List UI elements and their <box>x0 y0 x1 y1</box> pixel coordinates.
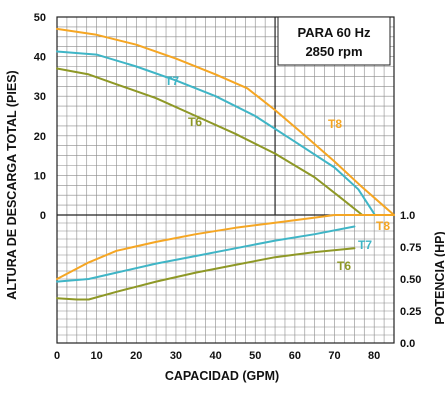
power-label-t6: T6 <box>337 259 351 273</box>
info-box-speed: 2850 rpm <box>305 44 362 59</box>
power-label-t7: T7 <box>358 238 372 252</box>
x-tick-label: 0 <box>54 350 60 362</box>
info-box: PARA 60 Hz 2850 rpm <box>277 16 391 66</box>
head-tick-label: 20 <box>34 131 46 143</box>
tick-labels: 0 10 20 30 40 50 60 70 80 0 10 20 30 40 50 0.0 0.25 0.50 0… <box>34 12 422 362</box>
x-tick-label: 40 <box>209 350 221 362</box>
x-axis-title: CAPACIDAD (GPM) <box>165 369 279 383</box>
right-axis-title: POTENCIA (HP) <box>433 231 445 324</box>
head-label-t8: T8 <box>328 117 342 131</box>
x-tick-label: 50 <box>249 350 261 362</box>
x-tick-label: 70 <box>328 350 340 362</box>
info-box-frequency: PARA 60 Hz <box>298 25 371 40</box>
x-tick-label: 80 <box>368 350 380 362</box>
head-tick-label: 10 <box>34 170 46 182</box>
head-curve-t8 <box>56 27 395 216</box>
power-tick-label: 0.0 <box>400 338 415 350</box>
power-curve-t8 <box>56 214 395 280</box>
power-label-t8: T8 <box>376 219 390 233</box>
head-label-t7: T7 <box>165 74 179 88</box>
head-curve-t7 <box>56 50 376 215</box>
series-lines <box>56 27 395 301</box>
head-tick-label: 30 <box>34 91 46 103</box>
power-tick-label: 1.0 <box>400 210 415 222</box>
x-tick-label: 20 <box>130 350 142 362</box>
head-curve-t6 <box>56 67 364 216</box>
left-axis-title: ALTURA DE DESCARGA TOTAL (PIES) <box>5 70 19 299</box>
power-tick-label: 0.75 <box>400 242 421 254</box>
power-tick-label: 0.25 <box>400 306 421 318</box>
power-curve-t6 <box>56 247 356 301</box>
plot-border <box>56 16 395 344</box>
head-label-t6: T6 <box>188 115 202 129</box>
x-tick-label: 30 <box>170 350 182 362</box>
power-curve-t7 <box>56 225 356 283</box>
head-tick-label: 40 <box>34 52 46 64</box>
power-tick-label: 0.50 <box>400 274 421 286</box>
head-tick-label: 0 <box>40 210 46 222</box>
x-tick-label: 60 <box>289 350 301 362</box>
head-tick-label: 50 <box>34 12 46 24</box>
x-tick-label: 10 <box>91 350 103 362</box>
